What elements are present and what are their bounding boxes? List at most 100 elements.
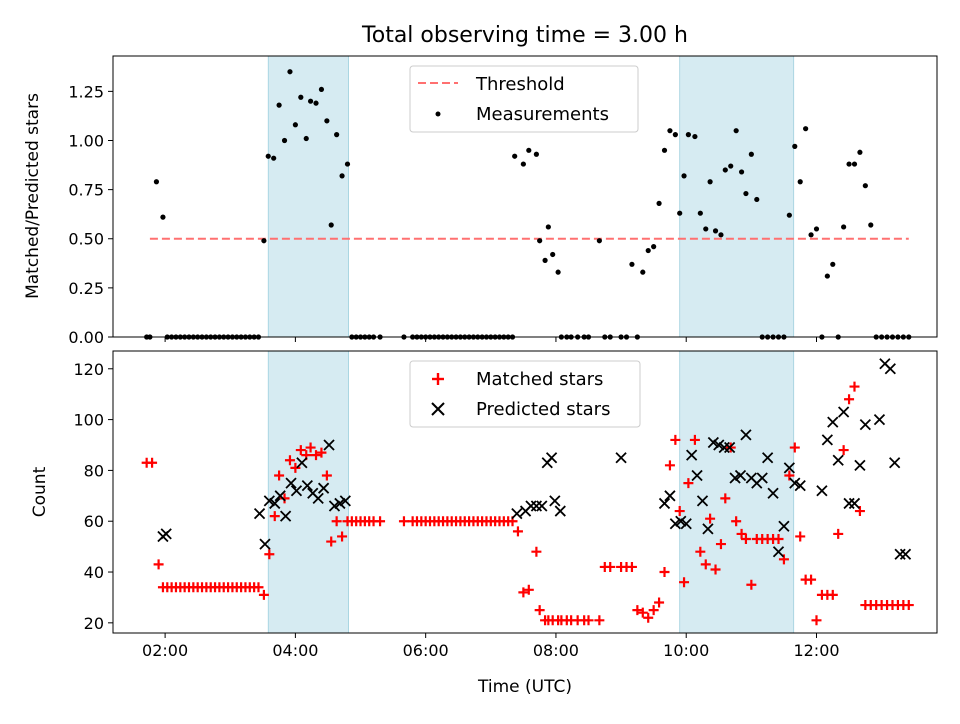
measurement-point [550, 251, 556, 258]
predicted-star-point [664, 490, 676, 502]
matched-star-point [605, 561, 616, 572]
predicted-star-point [296, 457, 308, 469]
predicted-star-point [734, 469, 747, 482]
predicted-star-point [691, 469, 703, 482]
measurement-point [651, 244, 657, 250]
predicted-star-point [899, 548, 912, 560]
predicted-star-point [675, 515, 687, 527]
predicted-star-point [713, 439, 725, 451]
predicted-star-point [783, 462, 795, 474]
predicted-star-point [554, 505, 566, 517]
predicted-star-point [884, 363, 896, 375]
matched-star-point [806, 574, 817, 585]
measurement-point [324, 118, 330, 124]
predicted-star-point [328, 500, 341, 512]
measurement-point [276, 102, 282, 108]
measurement-point [703, 226, 709, 232]
y-tick-label: 40 [84, 563, 104, 582]
matched-star-point [789, 442, 800, 453]
y-tick-label: 120 [73, 360, 104, 379]
measurement-point [265, 153, 271, 159]
measurement-point [303, 135, 309, 142]
legend-predicted-marker [431, 402, 445, 416]
bottom-x-axis-ticks: 02:00 04:00 06:00 08:00 10:00 12:00 [142, 633, 840, 660]
legend-matched-marker [432, 373, 444, 385]
measurement-point [533, 151, 539, 157]
measurement-point [545, 224, 551, 230]
measurement-point [672, 132, 678, 138]
matched-star-point [849, 381, 860, 392]
matched-star-point [279, 493, 290, 504]
legend-measurements-marker [435, 111, 441, 117]
matched-star-point [153, 559, 164, 570]
top-plot-frame [112, 55, 938, 338]
y-tick-label: 100 [73, 411, 104, 430]
matched-star-point [731, 516, 742, 527]
matched-star-point [583, 615, 594, 626]
measurement-point [537, 238, 543, 244]
matched-star-point [715, 539, 726, 550]
matched-star-point [269, 511, 280, 522]
matched-star-point [626, 561, 637, 572]
measurement-point [271, 155, 277, 161]
measurement-point [298, 94, 304, 100]
measurement-point [808, 232, 814, 238]
predicted-star-point [290, 485, 303, 497]
measurement-point [738, 169, 745, 175]
measurement-point [697, 210, 703, 216]
x-tick-label: 08:00 [533, 641, 579, 660]
measurement-point [722, 167, 728, 173]
measurement-point [743, 190, 749, 197]
y-tick-label: 1.25 [68, 82, 104, 101]
matched-star-point [710, 564, 721, 575]
matched-star-point [720, 493, 731, 504]
measurement-point [728, 163, 734, 169]
measurement-point [830, 261, 836, 267]
shaded-interval-2 [679, 55, 795, 338]
measurement-point [851, 161, 858, 167]
predicted-star-point [762, 452, 774, 464]
predicted-star-point [794, 480, 806, 492]
matched-star-point [736, 528, 747, 539]
predicted-star-point [334, 497, 346, 510]
y-tick-label: 0.50 [68, 230, 104, 249]
y-tick-label: 0.75 [68, 181, 104, 200]
measurement-point [712, 228, 719, 234]
predicted-star-point [789, 477, 801, 489]
matched-star-point [518, 587, 529, 598]
measurement-point [344, 161, 351, 167]
bottom-x-axis-label: Time (UTC) [477, 677, 572, 697]
predicted-star-point [160, 528, 172, 540]
matched-star-point [695, 546, 706, 557]
shaded-interval-1 [267, 350, 349, 634]
matched-star-point [147, 457, 158, 468]
matched-star-point [844, 394, 855, 405]
matched-star-point [659, 567, 670, 578]
predicted-star-point [854, 459, 866, 471]
y-tick-label: 0.00 [68, 328, 104, 347]
y-tick-label: 1.00 [68, 131, 104, 150]
matched-star-point [670, 434, 681, 445]
matched-star-point [664, 460, 675, 471]
matched-star-point [284, 455, 295, 466]
predicted-star-point [339, 495, 351, 507]
predicted-star-point [263, 495, 275, 507]
predicted-star-point [545, 452, 558, 464]
matched-star-point [740, 534, 751, 544]
matched-star-point [679, 577, 690, 588]
matched-star-point [795, 531, 806, 542]
predicted-star-point [848, 497, 861, 510]
predicted-star-point [837, 406, 850, 418]
matched-star-point [648, 605, 659, 616]
matched-star-point [264, 549, 275, 560]
bottom-legend: Matched stars Predicted stars [409, 360, 641, 428]
matched-star-point [337, 531, 348, 542]
matched-star-point [326, 536, 337, 547]
matched-star-point [773, 534, 784, 544]
matched-star-point [594, 615, 605, 626]
measurement-point [685, 132, 691, 138]
legend-measurements-label: Measurements [476, 104, 609, 125]
bottom-legend-box [409, 360, 641, 428]
measurement-point [629, 261, 635, 267]
measurement-point [261, 238, 267, 244]
